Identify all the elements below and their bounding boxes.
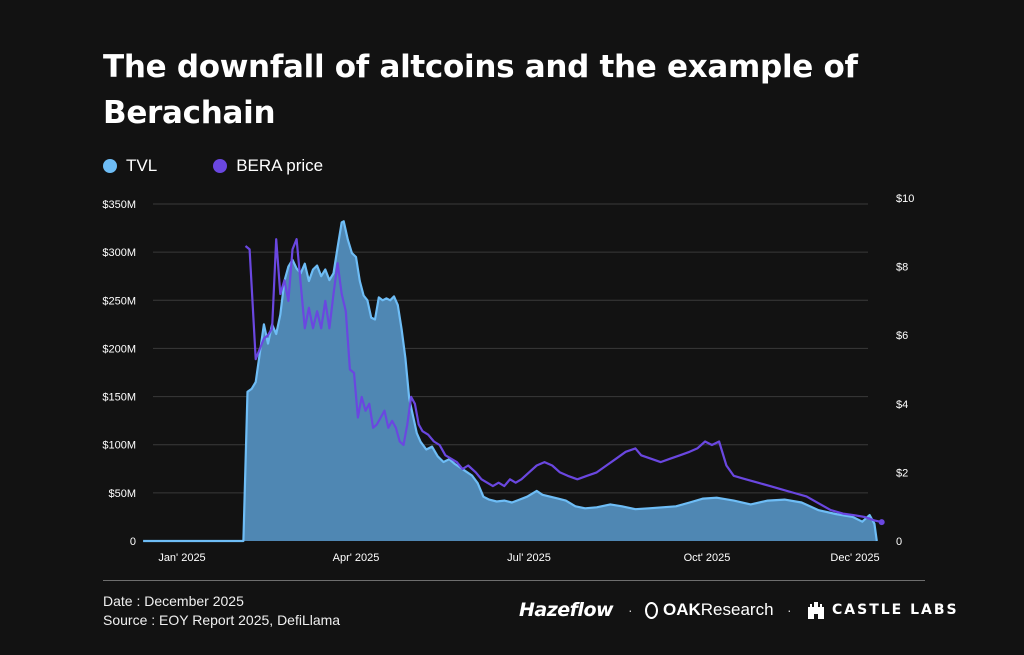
bera-price-end-marker bbox=[878, 519, 885, 526]
footer-source: Source : EOY Report 2025, DefiLlama bbox=[103, 612, 341, 628]
legend-item-bera-price[interactable]: BERA price bbox=[213, 156, 323, 176]
tvl-dot-icon bbox=[103, 159, 117, 173]
legend-label-bera-price: BERA price bbox=[236, 156, 324, 175]
y-left-tick-label: $50M bbox=[108, 488, 136, 500]
brand-separator: · bbox=[628, 602, 633, 618]
tvl-vs-bera-price-chart: 0 $50M $100M $150M $200M $250M $300M $350M 0 $2 $4… bbox=[102, 193, 914, 564]
y-right-tick-label: 0 bbox=[896, 536, 902, 548]
brand-separator: · bbox=[787, 602, 792, 618]
x-tick-label: Jan' 2025 bbox=[158, 552, 205, 564]
footer-date: Date : December 2025 bbox=[103, 593, 244, 609]
hazeflow-logo: Hazeflow bbox=[519, 598, 614, 622]
footer-divider bbox=[103, 580, 925, 581]
y-left-tick-label: $350M bbox=[102, 199, 136, 211]
y-right-tick-label: $4 bbox=[896, 399, 908, 411]
x-tick-label: Dec' 2025 bbox=[830, 552, 879, 564]
castle-labs-logo: CASTLE LABS bbox=[806, 598, 959, 622]
x-tick-label: Apr' 2025 bbox=[333, 552, 380, 564]
bera-price-line bbox=[244, 238, 882, 524]
y-left-tick-label: $150M bbox=[102, 392, 136, 404]
x-tick-label: Jul' 2025 bbox=[507, 552, 551, 564]
legend-item-tvl[interactable]: TVL bbox=[103, 156, 157, 176]
castle-icon bbox=[808, 602, 824, 619]
y-left-tick-label: $100M bbox=[102, 440, 136, 452]
tvl-line bbox=[143, 220, 878, 543]
y-left-tick-label: $300M bbox=[102, 247, 136, 259]
y-right-tick-label: $8 bbox=[896, 262, 908, 274]
castle-labs-wordmark: CASTLE LABS bbox=[832, 602, 959, 618]
chart-title: The downfall of altcoins and the example… bbox=[103, 49, 858, 131]
legend-label-tvl: TVL bbox=[126, 156, 158, 175]
y-left-tick-label: $250M bbox=[102, 295, 136, 307]
footer-notes: Date : December 2025 Source : EOY Report… bbox=[103, 592, 340, 630]
y-right-tick-label: $10 bbox=[896, 193, 914, 205]
oak-research-logo: OAK Research bbox=[645, 598, 774, 622]
oak-circle-icon bbox=[645, 601, 658, 619]
hazeflow-wordmark: Hazeflow bbox=[519, 599, 614, 621]
oak-wordmark-strong: OAK bbox=[663, 600, 701, 619]
y-left-tick-label: 0 bbox=[130, 536, 136, 548]
tvl-area bbox=[143, 221, 877, 542]
oak-wordmark-rest: Research bbox=[700, 600, 774, 619]
x-tick-label: Oct' 2025 bbox=[684, 552, 731, 564]
y-right-tick-label: $6 bbox=[896, 330, 908, 342]
chart-legend: TVL BERA price bbox=[103, 154, 379, 178]
y-left-tick-label: $200M bbox=[102, 343, 136, 355]
y-right-tick-label: $2 bbox=[896, 467, 908, 479]
bera-price-dot-icon bbox=[213, 159, 228, 173]
